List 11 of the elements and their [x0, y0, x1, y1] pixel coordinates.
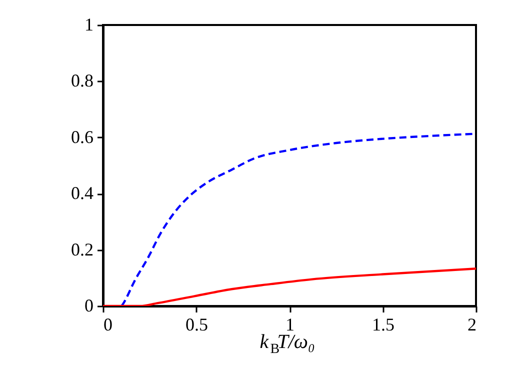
- x-tick-label: 1: [286, 314, 294, 334]
- y-tick-label: 0.4: [71, 183, 94, 204]
- y-tick-label: 0.2: [71, 239, 94, 260]
- y-tick-label: 0: [84, 296, 94, 316]
- x-tick-label: 2: [468, 314, 476, 334]
- y-tick-label: 1: [84, 14, 94, 34]
- x-tick-label: 0.5: [186, 314, 208, 334]
- y-tick-label: 0.6: [71, 126, 94, 147]
- x-tick-label: 1.5: [372, 314, 394, 334]
- x-tick-label: 0: [104, 314, 112, 334]
- y-tick-label: 0.8: [71, 70, 94, 91]
